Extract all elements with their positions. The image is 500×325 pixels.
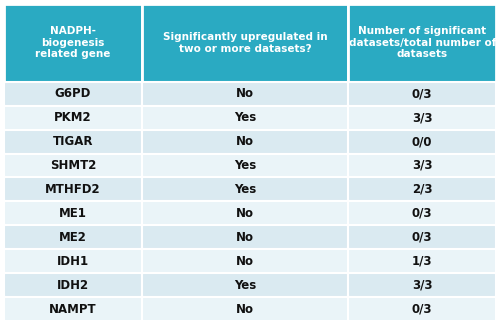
Text: 2/3: 2/3 xyxy=(412,183,432,196)
Text: NADPH-
biogenesis
related gene: NADPH- biogenesis related gene xyxy=(35,26,110,59)
Bar xyxy=(142,249,348,273)
Text: Yes: Yes xyxy=(234,183,256,196)
Text: No: No xyxy=(236,135,254,148)
Bar xyxy=(142,130,348,153)
Bar xyxy=(4,106,142,130)
Bar xyxy=(142,4,348,82)
Bar xyxy=(142,202,348,225)
Bar xyxy=(348,177,496,202)
Text: No: No xyxy=(236,207,254,220)
Bar xyxy=(4,273,142,297)
Text: 0/3: 0/3 xyxy=(412,231,432,244)
Bar xyxy=(348,273,496,297)
Bar xyxy=(142,177,348,202)
Bar xyxy=(4,177,142,202)
Bar xyxy=(4,249,142,273)
Text: IDH2: IDH2 xyxy=(57,279,89,292)
Text: No: No xyxy=(236,255,254,268)
Bar xyxy=(4,4,142,82)
Bar xyxy=(4,82,142,106)
Bar xyxy=(4,153,142,177)
Bar xyxy=(4,130,142,153)
Text: ME2: ME2 xyxy=(59,231,87,244)
Bar xyxy=(142,225,348,249)
Bar xyxy=(142,273,348,297)
Bar xyxy=(348,4,496,82)
Text: 0/3: 0/3 xyxy=(412,207,432,220)
Text: No: No xyxy=(236,303,254,316)
Bar xyxy=(142,153,348,177)
Text: Yes: Yes xyxy=(234,111,256,124)
Text: 1/3: 1/3 xyxy=(412,255,432,268)
Bar xyxy=(348,249,496,273)
Text: Significantly upregulated in
two or more datasets?: Significantly upregulated in two or more… xyxy=(163,32,328,54)
Text: Yes: Yes xyxy=(234,159,256,172)
Bar xyxy=(348,225,496,249)
Text: 3/3: 3/3 xyxy=(412,279,432,292)
Text: 0/3: 0/3 xyxy=(412,87,432,100)
Text: Yes: Yes xyxy=(234,279,256,292)
Text: ME1: ME1 xyxy=(59,207,87,220)
Bar xyxy=(348,153,496,177)
Bar xyxy=(348,130,496,153)
Bar xyxy=(348,106,496,130)
Bar xyxy=(142,297,348,321)
Text: PKM2: PKM2 xyxy=(54,111,92,124)
Text: 0/3: 0/3 xyxy=(412,303,432,316)
Bar xyxy=(4,297,142,321)
Bar xyxy=(142,82,348,106)
Bar xyxy=(4,225,142,249)
Text: 3/3: 3/3 xyxy=(412,111,432,124)
Bar xyxy=(4,202,142,225)
Bar xyxy=(348,82,496,106)
Text: MTHFD2: MTHFD2 xyxy=(45,183,100,196)
Text: Number of significant
datasets/total number of
datasets: Number of significant datasets/total num… xyxy=(348,26,496,59)
Text: No: No xyxy=(236,231,254,244)
Text: G6PD: G6PD xyxy=(54,87,91,100)
Bar xyxy=(348,297,496,321)
Text: NAMPT: NAMPT xyxy=(49,303,96,316)
Text: SHMT2: SHMT2 xyxy=(50,159,96,172)
Bar xyxy=(348,202,496,225)
Text: No: No xyxy=(236,87,254,100)
Text: TIGAR: TIGAR xyxy=(52,135,93,148)
Text: 3/3: 3/3 xyxy=(412,159,432,172)
Text: IDH1: IDH1 xyxy=(57,255,89,268)
Bar xyxy=(142,106,348,130)
Text: 0/0: 0/0 xyxy=(412,135,432,148)
